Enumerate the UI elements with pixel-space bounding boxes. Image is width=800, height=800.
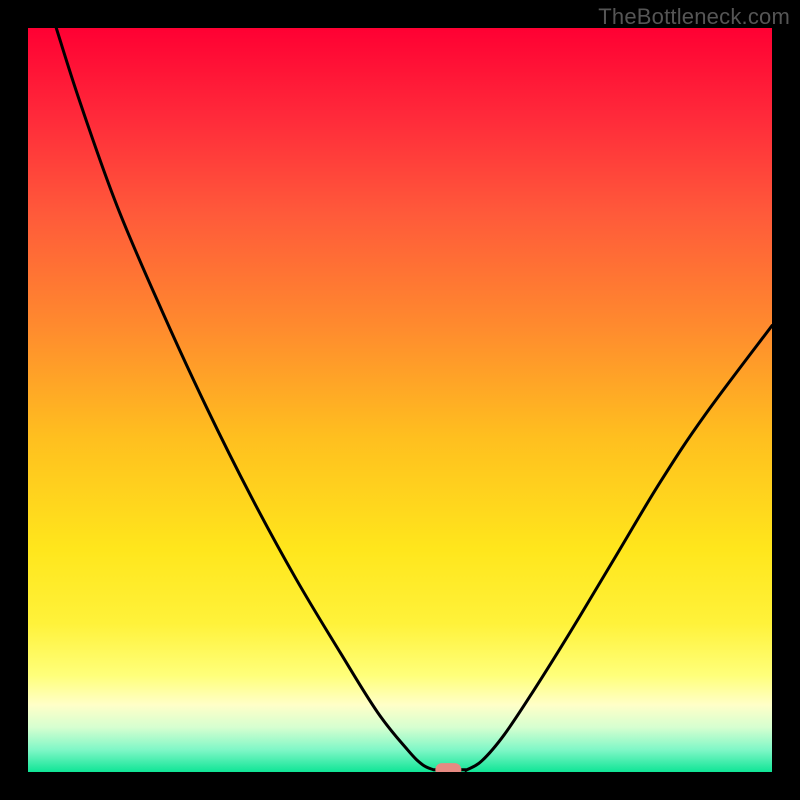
chart-svg	[0, 0, 800, 800]
bottleneck-chart: TheBottleneck.com	[0, 0, 800, 800]
chart-gradient-bg	[28, 28, 772, 772]
watermark-text: TheBottleneck.com	[598, 4, 790, 30]
